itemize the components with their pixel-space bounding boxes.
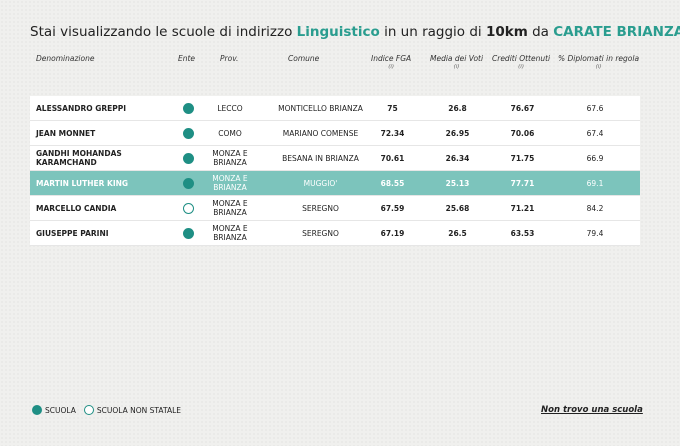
table-row[interactable]: MARCELLO CANDIA MONZA E BRIANZA SEREGNO …: [30, 196, 640, 221]
school-fga: 75: [387, 103, 398, 113]
school-diplomati: 66.9: [586, 153, 604, 163]
school-crediti: 71.21: [510, 203, 535, 213]
school-prov: MONZA E BRIANZA: [212, 149, 248, 167]
col-denominazione[interactable]: Denominazione: [36, 54, 95, 63]
col-crediti[interactable]: Crediti Ottenuti (i): [492, 54, 550, 70]
legend-scuola-label: SCUOLA: [45, 405, 76, 415]
school-fga: 70.61: [380, 153, 405, 163]
ente-cell: [178, 221, 198, 245]
non-statale-dot-icon: [182, 202, 194, 214]
school-prov: MONZA E BRIANZA: [212, 174, 248, 192]
schools-table: ALESSANDRO GREPPI LECCO MONTICELLO BRIAN…: [30, 96, 640, 246]
legend-scuola: SCUOLA: [32, 405, 76, 415]
table-row[interactable]: ALESSANDRO GREPPI LECCO MONTICELLO BRIAN…: [30, 96, 640, 121]
school-comune: SEREGNO: [302, 228, 339, 238]
col-voti-info-icon[interactable]: (i): [453, 64, 460, 70]
col-crediti-info-icon[interactable]: (i): [518, 64, 524, 70]
col-voti-label: Media dei Voti: [430, 54, 484, 63]
school-name: GANDHI MOHANDAS KARAMCHAND: [36, 149, 122, 167]
school-comune: BESANA IN BRIANZA: [282, 153, 359, 163]
table-row-selected[interactable]: MARTIN LUTHER KING MONZA E BRIANZA MUGGI…: [30, 171, 640, 196]
ente-cell: [178, 121, 198, 145]
school-diplomati: 79.4: [586, 228, 604, 238]
school-prov: COMO: [218, 128, 242, 138]
col-comune[interactable]: Comune: [288, 54, 320, 63]
title-indirizzo: Linguistico: [296, 24, 380, 40]
school-voti: 26.5: [448, 228, 467, 238]
school-diplomati: 69.1: [586, 178, 604, 188]
school-fga: 67.19: [380, 228, 405, 238]
col-diplomati[interactable]: % Diplomati in regola (i): [558, 54, 639, 70]
title-raggio: 10km: [485, 24, 528, 40]
school-diplomati: 84.2: [586, 203, 604, 213]
col-fga[interactable]: Indice FGA (i): [371, 54, 411, 70]
school-voti: 26.95: [445, 128, 470, 138]
statale-dot-icon: [182, 177, 194, 189]
table-row[interactable]: GIUSEPPE PARINI MONZA E BRIANZA SEREGNO …: [30, 221, 640, 246]
school-crediti: 70.06: [510, 128, 535, 138]
col-fga-label: Indice FGA: [371, 54, 412, 63]
statale-dot-icon: [182, 152, 194, 164]
statale-dot-icon: [32, 405, 42, 415]
col-ente[interactable]: Ente: [178, 54, 196, 63]
legend: SCUOLA SCUOLA NON STATALE: [32, 405, 189, 415]
col-crediti-label: Crediti Ottenuti: [492, 54, 551, 63]
school-comune: MUGGIO': [303, 178, 338, 188]
school-crediti: 76.67: [510, 103, 535, 113]
non-statale-dot-icon: [83, 405, 94, 415]
school-crediti: 63.53: [510, 228, 535, 238]
school-name: MARTIN LUTHER KING: [36, 178, 129, 188]
ente-cell: [178, 196, 198, 220]
table-header: Denominazione Ente Prov. Comune Indice F…: [30, 54, 640, 94]
legend-non-statale: SCUOLA NON STATALE: [83, 405, 181, 415]
col-diplomati-info-icon[interactable]: (i): [595, 64, 602, 70]
school-voti: 26.34: [445, 153, 470, 163]
ente-cell: [178, 171, 198, 195]
table-row[interactable]: GANDHI MOHANDAS KARAMCHAND MONZA E BRIAN…: [30, 146, 640, 171]
title-middle: in un raggio di: [379, 24, 486, 40]
school-fga: 68.55: [380, 178, 405, 188]
school-comune: MARIANO COMENSE: [282, 128, 359, 138]
col-fga-info-icon[interactable]: (i): [388, 64, 395, 70]
col-voti[interactable]: Media dei Voti (i): [430, 54, 483, 70]
title-da: da: [527, 24, 554, 40]
school-comune: SEREGNO: [302, 203, 339, 213]
school-diplomati: 67.6: [586, 103, 604, 113]
not-found-link[interactable]: Non trovo una scuola: [541, 405, 643, 415]
school-name: MARCELLO CANDIA: [36, 203, 117, 213]
school-prov: MONZA E BRIANZA: [212, 199, 248, 217]
school-crediti: 71.75: [510, 153, 535, 163]
table-row[interactable]: JEAN MONNET COMO MARIANO COMENSE 72.34 2…: [30, 121, 640, 146]
ente-cell: [178, 96, 198, 120]
school-name: GIUSEPPE PARINI: [36, 228, 109, 238]
statale-dot-icon: [182, 227, 194, 239]
statale-dot-icon: [182, 102, 194, 114]
col-prov[interactable]: Prov.: [220, 54, 239, 63]
school-prov: LECCO: [217, 103, 243, 113]
col-diplomati-label: % Diplomati in regola: [558, 54, 640, 63]
title-prefix: Stai visualizzando le scuole di indirizz…: [30, 24, 297, 40]
school-crediti: 77.71: [510, 178, 535, 188]
school-diplomati: 67.4: [586, 128, 604, 138]
school-comune: MONTICELLO BRIANZA: [278, 103, 363, 113]
school-name: ALESSANDRO GREPPI: [36, 103, 127, 113]
school-fga: 67.59: [380, 203, 405, 213]
page-title: Stai visualizzando le scuole di indirizz…: [30, 24, 680, 40]
ente-cell: [178, 146, 198, 170]
school-prov: MONZA E BRIANZA: [212, 224, 248, 242]
title-comune: CARATE BRIANZA: [553, 24, 680, 40]
school-voti: 26.8: [448, 103, 467, 113]
school-fga: 72.34: [380, 128, 405, 138]
school-voti: 25.68: [445, 203, 470, 213]
legend-non-statale-label: SCUOLA NON STATALE: [96, 405, 181, 415]
statale-dot-icon: [182, 127, 194, 139]
school-name: JEAN MONNET: [36, 128, 96, 138]
school-voti: 25.13: [445, 178, 470, 188]
